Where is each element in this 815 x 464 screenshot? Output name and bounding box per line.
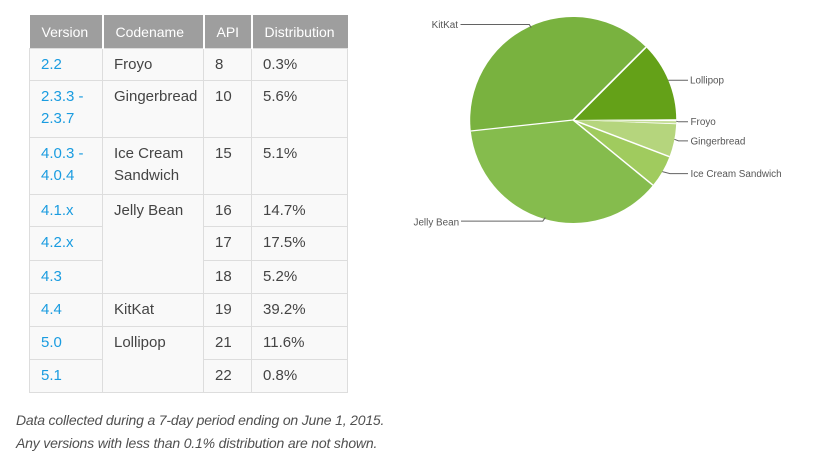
svg-text:Gingerbread: Gingerbread [691,136,746,147]
svg-text:Lollipop: Lollipop [690,75,725,86]
svg-text:Ice Cream Sandwich: Ice Cream Sandwich [691,169,782,180]
svg-text:KitKat: KitKat [432,20,459,31]
svg-text:Jelly Bean: Jelly Bean [414,217,460,228]
svg-text:Froyo: Froyo [691,117,717,128]
